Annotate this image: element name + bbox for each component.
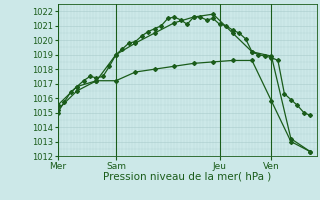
X-axis label: Pression niveau de la mer( hPa ): Pression niveau de la mer( hPa ) (103, 172, 271, 182)
